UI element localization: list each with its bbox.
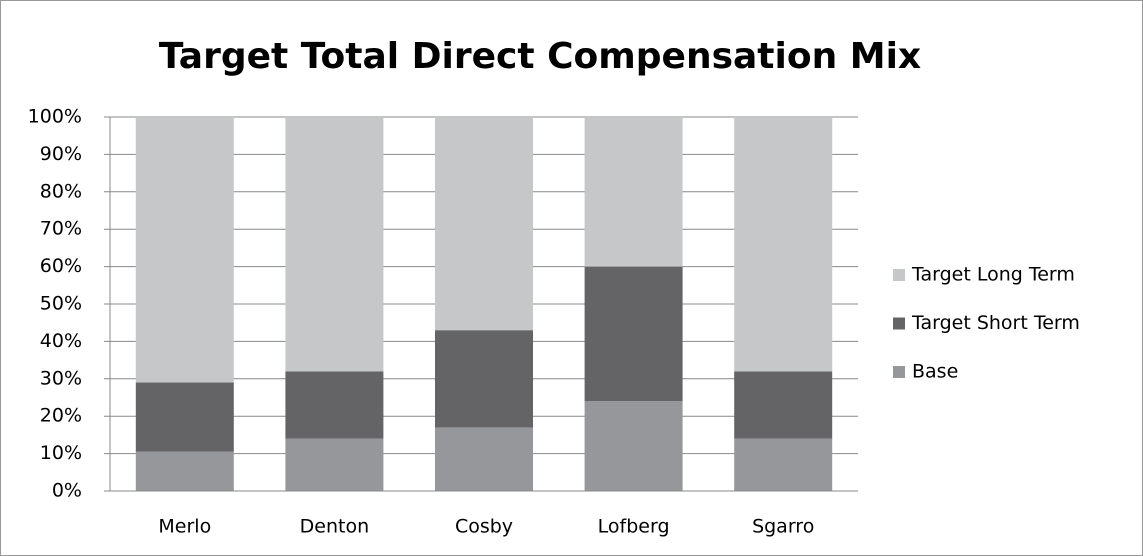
bar-segment (734, 438, 833, 491)
bar-segment (285, 438, 384, 491)
bar-segment (285, 371, 384, 439)
y-tick-label: 80% (40, 180, 82, 202)
y-tick-label: 60% (40, 255, 82, 277)
y-tick-label: 50% (40, 293, 82, 315)
x-tick-label: Cosby (455, 516, 513, 538)
y-tick-label: 70% (40, 218, 82, 240)
legend-label: Target Long Term (911, 264, 1075, 286)
y-tick-label: 90% (40, 143, 82, 165)
bar-segment (584, 117, 683, 267)
bar-segment (135, 117, 234, 383)
legend-label: Base (912, 361, 958, 383)
x-tick-label: Denton (300, 516, 369, 538)
x-tick-label: Sgarro (752, 516, 814, 538)
bar-segment (135, 382, 234, 452)
y-tick-label: 20% (40, 405, 82, 427)
y-tick-label: 100% (28, 106, 82, 128)
legend-swatch (893, 269, 905, 281)
bar-segment (584, 266, 683, 402)
y-tick-label: 30% (40, 367, 82, 389)
y-tick-label: 10% (40, 442, 82, 464)
bar-segment (734, 371, 833, 439)
legend-swatch (893, 317, 905, 330)
chart-title: Target Total Direct Compensation Mix (159, 36, 921, 77)
bar-segment (584, 401, 683, 491)
bar-segment (435, 330, 533, 428)
bar-segment (435, 427, 533, 491)
bar-segment (435, 117, 533, 331)
x-tick-label: Lofberg (598, 516, 670, 538)
legend-swatch (893, 366, 905, 378)
bar-segment (734, 117, 833, 372)
x-tick-label: Merlo (158, 516, 211, 538)
bar-segment (285, 117, 384, 372)
bar-segment (135, 451, 234, 491)
legend-label: Target Short Term (911, 312, 1080, 334)
y-tick-label: 0% (52, 480, 82, 502)
y-tick-label: 40% (40, 330, 82, 352)
